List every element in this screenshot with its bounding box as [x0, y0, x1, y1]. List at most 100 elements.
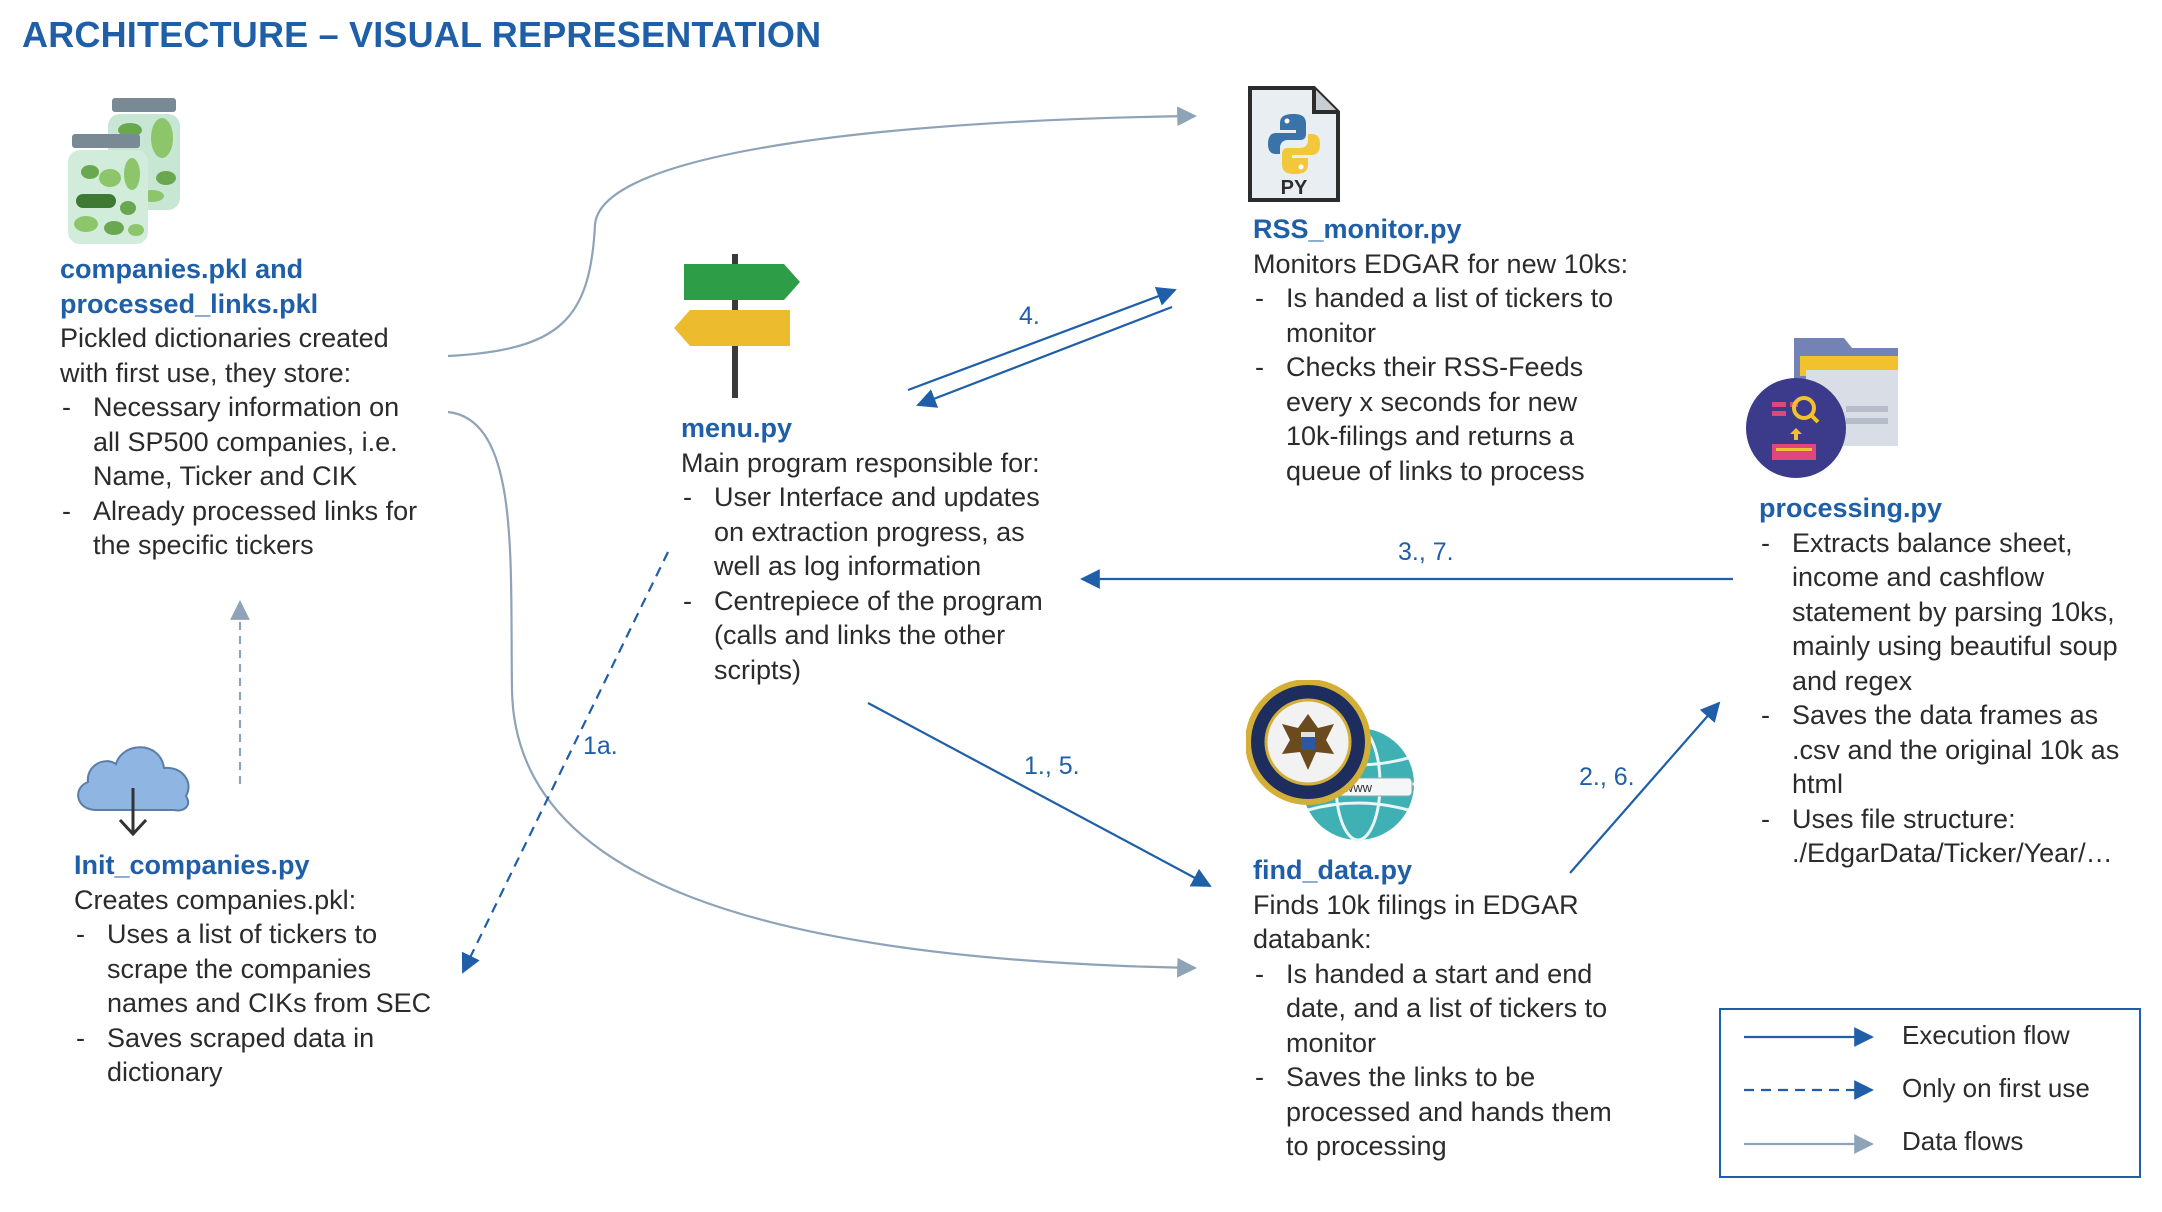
pickle-jars-icon: [68, 98, 180, 244]
find-bullet-line: Is handed a start and end: [1286, 958, 1593, 989]
legend-data-label: Data flows: [1902, 1126, 2024, 1156]
rss-bullet-item: Checks their RSS-Feeds every x seconds fo…: [1253, 350, 1673, 488]
python-file-icon: PY: [1248, 86, 1340, 202]
processing-bullet-line: Uses file structure:: [1792, 803, 2016, 834]
companies-bullet-line: all SP500 companies, i.e.: [93, 426, 398, 457]
companies-heading-line: companies.pkl and: [60, 254, 304, 284]
processing-bullet-line: .csv and the original 10k as: [1792, 734, 2120, 765]
exec-menu-to-find: [867, 702, 1212, 887]
find-bullet-line: date, and a list of tickers to: [1286, 993, 1608, 1023]
menu-bullet-item: User Interface and updates on extraction …: [681, 480, 1101, 584]
menu-bullet-line: User Interface and updates: [714, 482, 1040, 512]
init-bullet-item: Saves scraped data in dictionary: [74, 1021, 494, 1090]
rss-description-line: Monitors EDGAR for new 10ks:: [1253, 248, 1629, 279]
cloud-download-icon: [77, 746, 190, 837]
flow-label-1-5: 1., 5.: [1024, 752, 1080, 780]
data-flow-companies-to-find: [447, 410, 1197, 978]
processing-heading-line: processing.py: [1759, 493, 1943, 523]
processing-bullet-line: income and cashflow: [1792, 562, 2045, 592]
companies-bullet-item: Necessary information on all SP500 compan…: [60, 390, 480, 494]
menu-description-line: Main program responsible for:: [681, 447, 1040, 478]
rss-bullet-line: queue of links to process: [1286, 455, 1585, 486]
rss-bullet-line: Checks their RSS-Feeds: [1286, 352, 1584, 382]
menu-bullet-line: (calls and links the other: [714, 620, 1006, 650]
companies-bullet-line: the specific tickers: [93, 530, 314, 560]
page-title: ARCHITECTURE – VISUAL REPRESENTATION: [22, 14, 822, 55]
init-bullet-line: names and CIKs from SEC: [107, 988, 432, 1018]
menu-bullet-item: Centrepiece of the program (calls and lin…: [681, 584, 1101, 688]
rss-bullet-line: 10k-filings and returns a: [1286, 421, 1575, 451]
processing-bullet-item: Saves the data frames as .csv and the ori…: [1759, 698, 2159, 802]
init-bullet-item: Uses a list of tickers to scrape the comp…: [74, 917, 494, 1021]
find-description-line: databank:: [1253, 924, 1372, 954]
init-bullet-list: Uses a list of tickers to scrape the comp…: [74, 917, 494, 1090]
menu-bullet-line: Centrepiece of the program: [714, 585, 1043, 616]
companies-bullet-item: Already processed links for the specific …: [60, 494, 480, 563]
processing-bullet-line: html: [1792, 769, 1844, 799]
processing-bullet-line: Extracts balance sheet,: [1792, 527, 2073, 558]
legend-first-use-label: Only on first use: [1902, 1073, 2090, 1103]
rss-bullet-line: monitor: [1286, 317, 1377, 348]
document-processing-icon: [1746, 338, 1898, 478]
py-badge-text: PY: [1281, 177, 1308, 199]
flow-label-4: 4.: [1019, 302, 1040, 330]
companies-heading-line: processed_links.pkl: [60, 288, 319, 319]
menu-bullet-line: scripts): [714, 654, 801, 685]
rss-bullet-line: Is handed a list of tickers to: [1286, 283, 1614, 313]
companies-bullet-list: Necessary information on all SP500 compan…: [60, 390, 480, 563]
companies-bullet-line: Necessary information on: [93, 392, 400, 422]
flow-label-3-7: 3., 7.: [1398, 538, 1454, 566]
init-bullet-line: scrape the companies: [107, 953, 372, 984]
find-bullet-line: monitor: [1286, 1027, 1377, 1058]
companies-block: companies.pkl and processed_links.pkl Pick…: [60, 252, 480, 563]
sec-seal-globe-icon: www: [1246, 680, 1414, 842]
rss-bullet-line: every x seconds for new: [1286, 386, 1578, 417]
find-heading-line: find_data.py: [1253, 855, 1413, 885]
rss-heading-line: RSS_monitor.py: [1253, 214, 1462, 244]
menu-bullet-line: on extraction progress, as: [714, 516, 1025, 547]
exec-find-to-processing: [1569, 701, 1721, 874]
companies-bullet-line: Already processed links for: [93, 495, 418, 526]
menu-bullet-line: well as log information: [714, 551, 982, 581]
processing-bullet-line: mainly using beautiful soup: [1792, 631, 2118, 661]
signpost-icon: [674, 254, 800, 398]
find-description-line: Finds 10k filings in EDGAR: [1253, 889, 1579, 920]
legend-execution-label: Execution flow: [1902, 1020, 2070, 1050]
companies-bullet-line: Name, Ticker and CIK: [93, 461, 358, 491]
menu-bullet-list: User Interface and updates on extraction …: [681, 480, 1101, 687]
rss-bullet-item: Is handed a list of tickers to monitor: [1253, 281, 1673, 350]
exec-menu-to-rss: [907, 286, 1177, 392]
init-heading-line: Init_companies.py: [74, 850, 310, 880]
companies-description-line: Pickled dictionaries created: [60, 323, 389, 353]
rss-bullet-list: Is handed a list of tickers tomonitorChe…: [1253, 281, 1673, 488]
processing-bullet-line: statement by parsing 10ks,: [1792, 596, 2115, 627]
processing-bullet-item: Uses file structure: ./EdgarData/Ticker/Y…: [1759, 802, 2159, 871]
init-description-line: Creates companies.pkl:: [74, 884, 357, 915]
find-data-block: find_data.py Finds 10k filings in EDGAR da…: [1253, 853, 1673, 1164]
find-bullet-item: Saves the links to be processed and hands…: [1253, 1060, 1673, 1164]
find-bullet-line: processed and hands them: [1286, 1096, 1612, 1127]
legend: [1719, 1008, 2141, 1178]
processing-bullet-line: ./EdgarData/Ticker/Year/…: [1792, 838, 2113, 868]
first-use-menu-to-init: [461, 551, 669, 974]
init-bullet-line: Uses a list of tickers to: [107, 919, 378, 949]
find-bullet-item: Is handed a start and end date, and a lis…: [1253, 957, 1673, 1061]
find-bullet-list: Is handed a start and end date, and a lis…: [1253, 957, 1673, 1164]
init-bullet-line: Saves scraped data in: [107, 1022, 375, 1053]
data-flow-companies-to-rss: [447, 106, 1197, 358]
companies-description-line: with first use, they store:: [60, 357, 352, 388]
processing-bullet-item: Extracts balance sheet, income and cashfl…: [1759, 526, 2159, 699]
rss-block: RSS_monitor.py Monitors EDGAR for new 10k…: [1253, 212, 1673, 488]
processing-bullet-list: Extracts balance sheet, income and cashfl…: [1759, 526, 2159, 871]
exec-rss-to-menu: [916, 305, 1173, 408]
find-bullet-line: Saves the links to be: [1286, 1062, 1536, 1092]
processing-bullet-line: and regex: [1792, 665, 1913, 696]
menu-heading-line: menu.py: [681, 413, 793, 443]
init-bullet-line: dictionary: [107, 1057, 223, 1087]
processing-bullet-line: Saves the data frames as: [1792, 700, 2099, 730]
flow-label-1a: 1a.: [583, 732, 618, 760]
